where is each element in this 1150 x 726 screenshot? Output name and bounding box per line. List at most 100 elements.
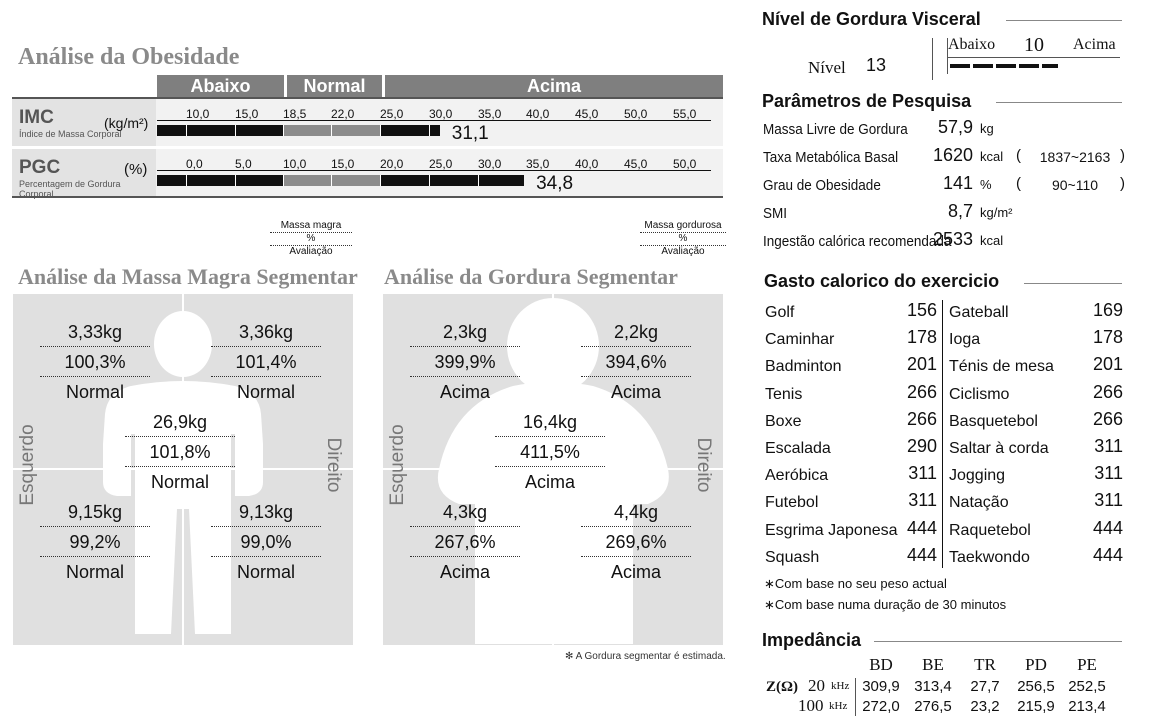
imc-tick-label: 10,0 (186, 107, 210, 121)
imc-tick-label: 25,0 (380, 107, 404, 121)
lean-right_arm-divider1 (211, 346, 321, 347)
research-rule (996, 102, 1122, 103)
fat-panel: Esquerdo Direito 2,3kg 399,9% Acima 2,2kg 39… (383, 294, 723, 645)
lean-left_arm-divider2 (40, 376, 150, 377)
lean-left-label: Esquerdo (17, 424, 38, 506)
impedance-title: Impedância (762, 630, 862, 650)
obesity-title: Análise da Obesidade (18, 44, 240, 70)
exercise-left-name: Golf (765, 304, 795, 321)
impedance-value: 256,5 (1017, 678, 1055, 695)
pgc-unit: (%) (124, 161, 148, 178)
lean-legend-mass: Massa magra (270, 220, 352, 233)
pgc-tick-label: 10,0 (283, 157, 307, 171)
visceral-bar-segment (973, 64, 993, 68)
exercise-right-name: Taekwondo (949, 548, 1030, 566)
exercise-left-name: Esgrima Japonesa (765, 521, 898, 539)
visceral-threshold: 10 (1024, 34, 1044, 56)
pgc-label: PGC (19, 157, 61, 178)
impedance-freq-unit: kHz (829, 700, 848, 712)
exercise-left-name: Aeróbica (765, 467, 829, 485)
fat-trunk-divider1 (495, 436, 605, 437)
fat-trunk-divider2 (495, 466, 605, 467)
research-item-unit: % (980, 177, 992, 192)
impedance-value: 215,9 (1017, 698, 1055, 715)
exercise-left-value: 266 (906, 408, 937, 429)
fat-right_leg-eval: Acima (610, 562, 661, 582)
fat-right_arm-eval: Acima (610, 382, 661, 402)
imc-label-box: IMC (kg/m²) Índice de Massa Corporal (12, 99, 156, 146)
pgc-bar-divider (478, 175, 479, 186)
impedance-freq-unit: kHz (831, 680, 850, 692)
lean-body-figure (103, 311, 263, 634)
exercise-left-value: 290 (906, 436, 937, 456)
impedance-header: PE (1077, 655, 1097, 674)
research-item-range-open: ( (1016, 175, 1021, 192)
band-below-label: Abaixo (190, 75, 251, 96)
imc-tick-label: 35,0 (478, 107, 502, 121)
visceral-rule (1006, 20, 1122, 21)
exercise-divider (942, 300, 943, 568)
pgc-tick-label: 45,0 (624, 157, 648, 171)
pgc-tick-label: 25,0 (429, 157, 453, 171)
exercise-right-value: 201 (1092, 354, 1123, 375)
impedance-value: 272,0 (862, 698, 900, 715)
pgc-tick-label: 50,0 (673, 157, 697, 171)
exercise-left-value: 266 (906, 381, 937, 402)
research-item-name: Massa Livre de Gordura (763, 121, 908, 138)
exercise-left-value: 201 (906, 354, 937, 375)
exercise-right-value: 311 (1094, 436, 1123, 456)
exercise-right-name: Saltar à corda (949, 440, 1049, 457)
impedance-value: 309,9 (862, 678, 900, 695)
fat-left_leg-divider2 (410, 556, 520, 557)
fat-left_arm-divider2 (410, 376, 520, 377)
pgc-label-box: PGC (%) Percentagem de Gordura Corporal (12, 149, 156, 199)
fat-trunk-pct: 411,5% (520, 442, 580, 462)
exercise-right-name: Ioga (949, 331, 981, 349)
lean-right_leg-mass: 9,13kg (238, 502, 294, 522)
impedance-vline (855, 678, 856, 716)
exercise-left-value: 156 (906, 300, 937, 320)
lean-right_leg-pct: 99,0% (240, 532, 292, 552)
fat-left_arm-eval: Acima (439, 382, 490, 402)
pgc-bar-divider (380, 175, 381, 186)
pgc-row: PGC (%) Percentagem de Gordura Corporal … (12, 149, 723, 199)
exercise-left-name: Caminhar (765, 331, 835, 349)
fat-trunk-eval: Acima (524, 472, 575, 492)
exercise-right-value: 266 (1092, 408, 1123, 429)
lean-trunk-pct: 101,8% (149, 442, 211, 462)
lean-legend-eval: Avaliação (289, 246, 333, 257)
obesity-top-rule (12, 97, 723, 99)
imc-tick-label: 55,0 (673, 107, 697, 121)
lean-trunk-divider1 (125, 436, 235, 437)
imc-bar-segment (380, 125, 440, 136)
exercise-note-2: ∗Com base numa duração de 30 minutos (764, 597, 1007, 612)
research-item-value: 141 (942, 173, 973, 193)
pgc-tick-label: 30,0 (478, 157, 502, 171)
visceral-title: Nível de Gordura Visceral (762, 9, 981, 29)
fat-left_leg-mass: 4,3kg (442, 502, 488, 522)
band-below: Abaixo (157, 75, 284, 97)
lean-right_leg-divider1 (211, 526, 321, 527)
lean-left_arm-divider1 (40, 346, 150, 347)
exercise-right-name: Basquetebol (949, 412, 1038, 430)
lean-trunk-mass: 26,9kg (152, 412, 208, 432)
impedance-freq: 20 (808, 676, 825, 695)
research-item-name: SMI (763, 205, 788, 222)
exercise-right-name: Ciclismo (949, 385, 1010, 403)
fat-right_arm-divider1 (581, 346, 691, 347)
visceral-scale-vline (947, 38, 948, 74)
exercise-note-1: ∗Com base no seu peso actual (764, 576, 947, 591)
visceral-bar-segment (1042, 64, 1058, 68)
research-item-range: 90~110 (1051, 177, 1099, 193)
visceral-scale-line (948, 57, 1120, 58)
exercise-right-name: Jogging (949, 467, 1006, 485)
lean-left_leg-eval: Normal (65, 562, 124, 582)
impedance-rule (874, 641, 1122, 642)
research-item-range-open: ( (1016, 147, 1021, 164)
fat-left_arm-pct: 399,9% (434, 352, 496, 372)
pgc-bar-segment (380, 175, 525, 186)
fat-right-label: Direito (693, 437, 714, 493)
pgc-tick-label: 0,0 (186, 157, 203, 171)
lean-legend: Massa magra % Avaliação (270, 220, 352, 258)
lean-left_arm-eval: Normal (65, 382, 124, 402)
